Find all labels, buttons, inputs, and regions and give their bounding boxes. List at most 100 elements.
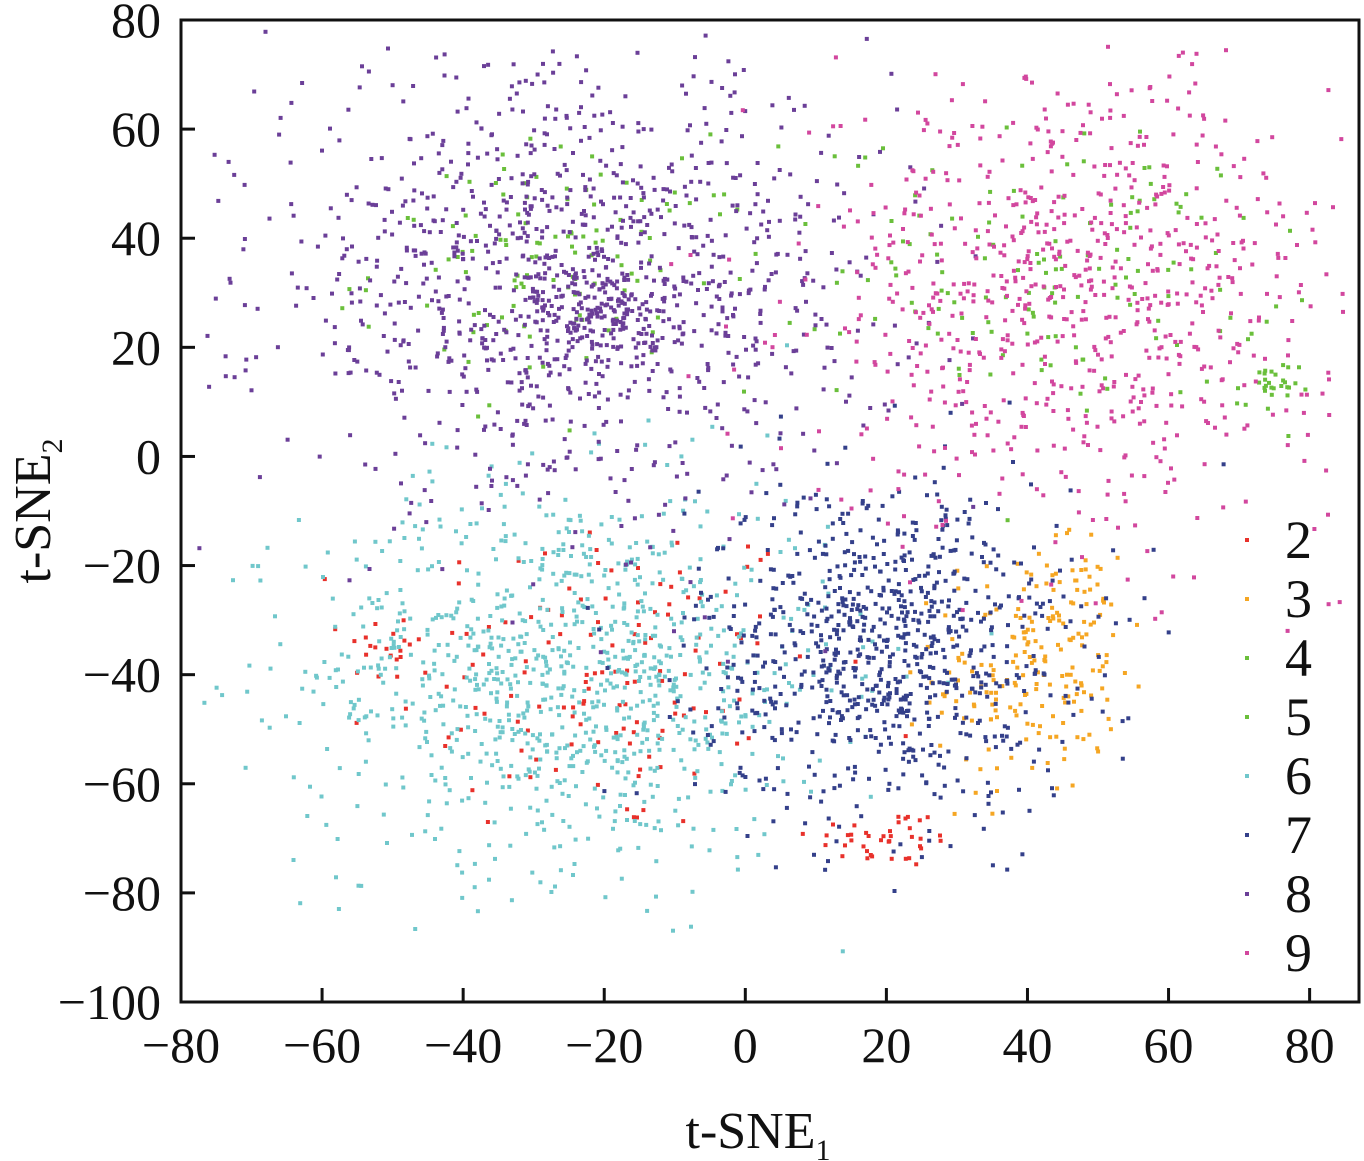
point-8 bbox=[804, 299, 808, 304]
point-7 bbox=[799, 672, 804, 677]
point-7 bbox=[910, 557, 914, 562]
point-9 bbox=[932, 242, 937, 247]
point-8 bbox=[871, 322, 876, 327]
point-8 bbox=[600, 374, 605, 379]
point-7 bbox=[885, 702, 890, 707]
point-9 bbox=[959, 311, 964, 316]
point-8 bbox=[408, 305, 413, 310]
point-8 bbox=[475, 155, 480, 160]
point-6 bbox=[678, 694, 683, 699]
point-7 bbox=[865, 687, 870, 692]
point-9 bbox=[839, 497, 844, 502]
legend-label-2: 2 bbox=[1285, 510, 1312, 570]
point-7 bbox=[770, 735, 775, 740]
point-7 bbox=[1014, 673, 1019, 678]
point-8 bbox=[581, 172, 585, 177]
point-9 bbox=[1164, 356, 1169, 361]
point-8 bbox=[579, 317, 584, 322]
point-5 bbox=[913, 193, 918, 198]
point-4 bbox=[534, 174, 539, 179]
point-7 bbox=[945, 682, 950, 686]
point-9 bbox=[1209, 288, 1214, 293]
point-8 bbox=[673, 440, 678, 445]
point-7 bbox=[915, 628, 920, 633]
point-9 bbox=[1162, 446, 1167, 451]
point-6 bbox=[859, 694, 864, 699]
point-9 bbox=[1025, 257, 1030, 262]
point-9 bbox=[1032, 381, 1037, 386]
point-5 bbox=[1135, 209, 1140, 214]
point-8 bbox=[801, 282, 806, 287]
point-6 bbox=[465, 568, 469, 573]
point-6 bbox=[521, 560, 526, 564]
point-8 bbox=[618, 195, 623, 200]
legend-label-9: 9 bbox=[1285, 923, 1312, 983]
point-7 bbox=[693, 782, 697, 787]
point-6 bbox=[634, 615, 639, 620]
point-9 bbox=[1298, 283, 1303, 287]
point-6 bbox=[499, 538, 504, 543]
point-8 bbox=[228, 280, 233, 285]
point-8 bbox=[677, 292, 682, 297]
point-7 bbox=[763, 776, 768, 781]
point-9 bbox=[1176, 106, 1181, 111]
point-9 bbox=[732, 367, 737, 372]
point-3 bbox=[1082, 619, 1087, 624]
point-6 bbox=[519, 728, 523, 732]
point-6 bbox=[506, 648, 511, 653]
point-4 bbox=[647, 236, 652, 240]
point-8 bbox=[672, 284, 677, 289]
point-6 bbox=[572, 688, 577, 693]
point-9 bbox=[1026, 249, 1031, 254]
point-8 bbox=[411, 84, 416, 88]
point-8 bbox=[696, 288, 700, 292]
point-8 bbox=[232, 375, 237, 380]
point-9 bbox=[973, 452, 977, 457]
point-6 bbox=[716, 633, 721, 638]
point-7 bbox=[762, 698, 767, 703]
point-9 bbox=[992, 244, 996, 249]
point-7 bbox=[738, 521, 743, 526]
point-8 bbox=[650, 348, 655, 353]
point-2 bbox=[723, 589, 728, 594]
point-9 bbox=[895, 291, 900, 296]
point-8 bbox=[528, 295, 532, 300]
point-3 bbox=[1071, 601, 1076, 606]
point-3 bbox=[1087, 574, 1092, 579]
point-9 bbox=[1166, 372, 1171, 377]
point-7 bbox=[805, 601, 810, 606]
point-6 bbox=[720, 788, 725, 793]
point-6 bbox=[400, 775, 405, 780]
point-8 bbox=[489, 182, 494, 187]
point-6 bbox=[672, 622, 676, 627]
point-6 bbox=[631, 783, 636, 788]
point-9 bbox=[1011, 268, 1016, 273]
point-6 bbox=[527, 769, 532, 774]
point-8 bbox=[529, 383, 533, 388]
point-8 bbox=[797, 230, 802, 235]
point-8 bbox=[601, 422, 606, 427]
point-7 bbox=[969, 648, 973, 653]
point-8 bbox=[603, 282, 608, 287]
point-8 bbox=[520, 172, 525, 177]
point-9 bbox=[1085, 258, 1090, 263]
point-6 bbox=[612, 819, 617, 824]
point-9 bbox=[1098, 448, 1103, 453]
point-9 bbox=[1313, 240, 1318, 245]
point-7 bbox=[768, 696, 773, 701]
point-8 bbox=[462, 287, 467, 292]
point-9 bbox=[1041, 284, 1046, 289]
point-6 bbox=[622, 601, 627, 606]
point-8 bbox=[554, 318, 559, 323]
point-8 bbox=[388, 302, 393, 307]
point-8 bbox=[536, 394, 541, 399]
point-8 bbox=[914, 341, 919, 346]
point-2 bbox=[660, 728, 665, 733]
point-6 bbox=[467, 666, 472, 671]
points-layer bbox=[197, 29, 1345, 954]
point-7 bbox=[839, 714, 844, 719]
point-8 bbox=[590, 342, 595, 347]
point-8 bbox=[404, 281, 409, 286]
point-7 bbox=[938, 753, 942, 758]
point-9 bbox=[1087, 266, 1092, 271]
